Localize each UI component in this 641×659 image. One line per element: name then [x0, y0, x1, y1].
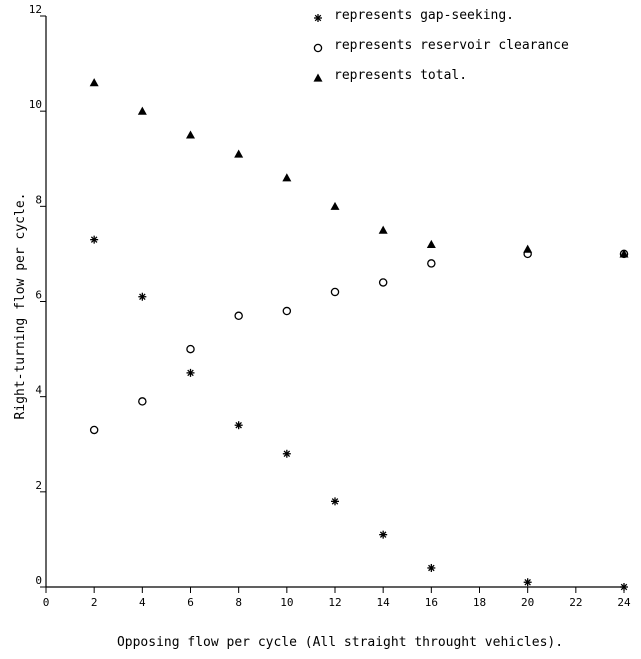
total-point: [234, 149, 244, 158]
x-tick-label: 22: [569, 596, 582, 609]
reservoir-clearance-point: [186, 344, 195, 354]
y-tick-label: 10: [29, 98, 42, 111]
y-axis-title: Right-turning flow per cycle.: [13, 193, 28, 420]
total-point: [378, 225, 388, 234]
legend-marker-circle: [313, 43, 323, 53]
x-tick-label: 8: [235, 596, 242, 609]
gap-seeking-point: [186, 368, 195, 377]
reservoir-clearance-point: [138, 397, 147, 406]
y-tick-label: 0: [35, 574, 42, 587]
total-point: [89, 78, 99, 87]
x-tick-label: 6: [187, 596, 194, 609]
y-tick-label: 4: [35, 384, 42, 397]
gap-seeking-point: [138, 292, 147, 301]
reservoir-clearance-point: [330, 287, 340, 297]
total-point: [619, 249, 629, 258]
x-ticks: 0 2 4 6 8 10 12 14 16 18 20 22 24: [43, 587, 631, 609]
y-tick-label: 6: [35, 289, 42, 302]
y-tick-label: 12: [29, 3, 42, 16]
reservoir-clearance-point: [89, 425, 99, 435]
gap-seeking-point: [282, 449, 291, 458]
gap-seeking-point: [523, 578, 532, 587]
gap-seeking-point: [379, 530, 388, 539]
reservoir-clearance-point: [234, 311, 243, 321]
total-point: [330, 201, 340, 210]
x-axis-title: Opposing flow per cycle (All straight th…: [117, 635, 563, 650]
gap-seeking-point: [427, 563, 436, 572]
gap-seeking-point: [90, 235, 99, 244]
x-tick-label: 12: [328, 596, 341, 609]
gap-seeking-point: [620, 583, 628, 591]
x-tick-label: 2: [91, 596, 98, 609]
total-point: [523, 244, 533, 253]
reservoir-clearance-point: [282, 306, 292, 316]
legend-marker-triangle: [313, 73, 323, 82]
gap-seeking-point: [234, 421, 243, 430]
total-point: [282, 173, 292, 182]
y-tick-label: 8: [35, 193, 42, 206]
total-point: [137, 106, 147, 115]
legend-item-reservoir-clearance: represents reservoir clearance: [334, 38, 569, 53]
x-tick-label: 10: [280, 596, 293, 609]
legend-item-gap-seeking: represents gap-seeking.: [334, 8, 514, 23]
x-tick-label: 20: [521, 596, 534, 609]
total-point: [426, 239, 436, 248]
y-ticks: 0 2 4 6 8 10 12: [29, 3, 46, 588]
legend-item-total: represents total.: [334, 68, 467, 83]
x-tick-label: 4: [139, 596, 146, 609]
reservoir-clearance-point: [427, 259, 436, 268]
gap-seeking-point: [331, 497, 339, 506]
y-tick-label: 2: [35, 479, 42, 492]
x-tick-label: 18: [473, 596, 486, 609]
legend: represents gap-seeking. represents reserv…: [313, 8, 569, 83]
legend-marker-asterisk: [314, 14, 322, 22]
total-point: [186, 130, 195, 139]
x-tick-label: 0: [43, 596, 50, 609]
x-tick-label: 14: [377, 596, 391, 609]
data-points: [89, 78, 629, 591]
x-tick-label: 24: [617, 596, 631, 609]
reservoir-clearance-point: [378, 278, 388, 287]
x-tick-label: 16: [425, 596, 438, 609]
